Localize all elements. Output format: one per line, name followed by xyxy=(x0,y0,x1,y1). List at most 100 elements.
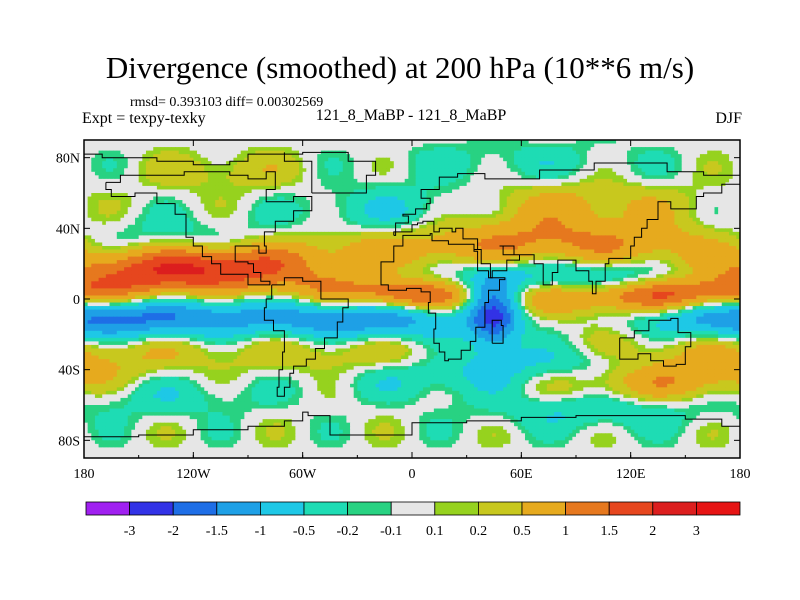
field-cell xyxy=(237,140,242,144)
field-cell xyxy=(375,196,380,201)
field-cell xyxy=(124,171,129,176)
field-cell xyxy=(499,168,504,173)
field-cell xyxy=(237,224,242,229)
field-cell xyxy=(652,193,657,197)
field-cell xyxy=(320,185,325,190)
field-cell xyxy=(506,231,511,236)
field-cell xyxy=(678,224,683,229)
field-cell xyxy=(309,235,314,240)
field-cell xyxy=(481,214,486,219)
field-cell xyxy=(699,214,704,219)
field-cell xyxy=(616,154,621,159)
field-cell xyxy=(145,189,150,194)
field-cell xyxy=(218,203,223,208)
field-cell xyxy=(156,185,161,190)
field-cell xyxy=(342,221,347,226)
field-cell xyxy=(156,210,161,215)
field-cell xyxy=(98,235,103,240)
field-cell xyxy=(685,228,690,233)
field-cell xyxy=(237,221,242,226)
field-cell xyxy=(616,175,621,180)
field-cell xyxy=(412,231,417,236)
field-cell xyxy=(601,228,606,233)
field-cell xyxy=(477,168,482,173)
field-cell xyxy=(455,161,460,166)
field-cell xyxy=(524,143,530,148)
field-cell xyxy=(601,203,606,208)
field-cell xyxy=(678,140,683,144)
field-cell xyxy=(608,228,613,233)
field-cell xyxy=(226,168,231,173)
field-cell xyxy=(258,235,263,240)
field-cell xyxy=(156,228,161,233)
field-cell xyxy=(116,154,121,159)
field-cell xyxy=(419,200,424,204)
field-cell xyxy=(266,224,271,229)
field-cell xyxy=(703,185,708,190)
field-cell xyxy=(320,210,325,215)
field-cell xyxy=(590,231,595,236)
field-cell xyxy=(506,178,511,183)
field-cell xyxy=(554,203,559,208)
field-cell xyxy=(299,217,304,222)
field-cell xyxy=(404,147,409,151)
field-cell xyxy=(142,161,147,166)
field-cell xyxy=(306,214,311,219)
field-cell xyxy=(135,175,140,180)
field-cell xyxy=(350,175,355,180)
field-cell xyxy=(503,231,508,236)
field-cell xyxy=(488,182,493,187)
field-cell xyxy=(463,228,468,233)
field-cell xyxy=(630,228,635,233)
field-cell xyxy=(102,171,107,176)
field-cell xyxy=(608,157,613,162)
field-cell xyxy=(266,175,271,180)
field-cell xyxy=(579,150,584,155)
field-cell xyxy=(550,175,555,180)
field-cell xyxy=(342,224,347,229)
field-cell xyxy=(353,210,358,215)
field-cell xyxy=(171,161,176,166)
field-cell xyxy=(204,168,209,173)
field-cell xyxy=(160,175,165,180)
field-cell xyxy=(514,161,519,166)
field-cell xyxy=(524,168,530,173)
field-cell xyxy=(652,231,657,236)
field-cell xyxy=(175,154,180,159)
field-cell xyxy=(590,175,595,180)
field-cell xyxy=(266,214,271,219)
field-cell xyxy=(612,147,617,151)
field-cell xyxy=(441,193,446,197)
field-cell xyxy=(627,175,632,180)
field-cell xyxy=(441,221,446,226)
field-cell xyxy=(346,171,351,176)
field-cell xyxy=(521,154,526,159)
field-cell xyxy=(718,203,723,208)
field-cell xyxy=(488,157,493,162)
field-cell xyxy=(616,150,621,155)
field-cell xyxy=(408,150,413,155)
field-cell xyxy=(175,217,180,222)
field-cell xyxy=(324,235,329,240)
field-cell xyxy=(725,189,730,194)
field-cell xyxy=(167,203,172,208)
field-cell xyxy=(401,193,406,197)
field-cell xyxy=(215,210,220,215)
field-cell xyxy=(142,147,147,151)
field-cell xyxy=(186,210,191,215)
field-cell xyxy=(258,210,263,215)
field-cell xyxy=(371,147,376,151)
field-cell xyxy=(539,228,544,233)
field-cell xyxy=(331,203,336,208)
field-cell xyxy=(390,235,395,240)
field-cell xyxy=(667,224,672,229)
field-cell xyxy=(579,217,584,222)
field-cell xyxy=(255,196,260,201)
field-cell xyxy=(269,228,274,233)
field-cell xyxy=(623,224,628,229)
field-cell xyxy=(113,185,118,190)
field-cell xyxy=(189,189,194,194)
field-cell xyxy=(142,235,147,240)
field-cell xyxy=(444,210,449,215)
field-cell xyxy=(222,207,227,212)
